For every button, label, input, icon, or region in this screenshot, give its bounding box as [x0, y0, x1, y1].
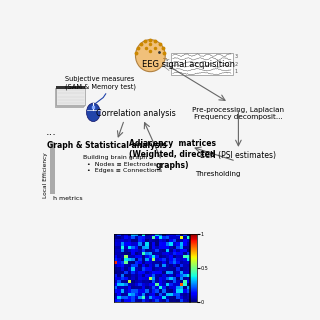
Bar [50, 142, 55, 194]
Text: Correlation analysis: Correlation analysis [96, 109, 175, 118]
Text: 2: 2 [235, 62, 238, 67]
Text: 3: 3 [235, 54, 238, 60]
Text: ECN (PSI estimates): ECN (PSI estimates) [200, 151, 276, 160]
Text: Building brain graph
  •  Nodes ≡ Electrodes
  •  Edges ≡ Connections: Building brain graph • Nodes ≡ Electrode… [84, 156, 163, 173]
Text: Graph & Statistical analysis: Graph & Statistical analysis [47, 141, 167, 150]
Bar [55, 88, 84, 108]
Text: Thresholding: Thresholding [195, 171, 240, 177]
Bar [56, 87, 84, 107]
Text: h metrics: h metrics [53, 196, 83, 201]
Text: EEG signal acquisition: EEG signal acquisition [142, 60, 235, 69]
Text: ...: ... [46, 127, 57, 137]
Ellipse shape [86, 103, 100, 122]
Text: Subjective measures
(SAM & Memory test): Subjective measures (SAM & Memory test) [65, 76, 136, 90]
Bar [56, 86, 85, 105]
Bar [172, 53, 234, 75]
Text: Local Efficiency: Local Efficiency [43, 152, 48, 198]
Text: Pre-processing, Laplacian
Frequency decomposit...: Pre-processing, Laplacian Frequency deco… [192, 107, 284, 120]
Text: 1: 1 [235, 69, 238, 74]
Text: Adjacency  matrices
(Weighted, directed
graphs): Adjacency matrices (Weighted, directed g… [129, 139, 216, 170]
Ellipse shape [135, 40, 165, 72]
Bar [56, 86, 85, 89]
